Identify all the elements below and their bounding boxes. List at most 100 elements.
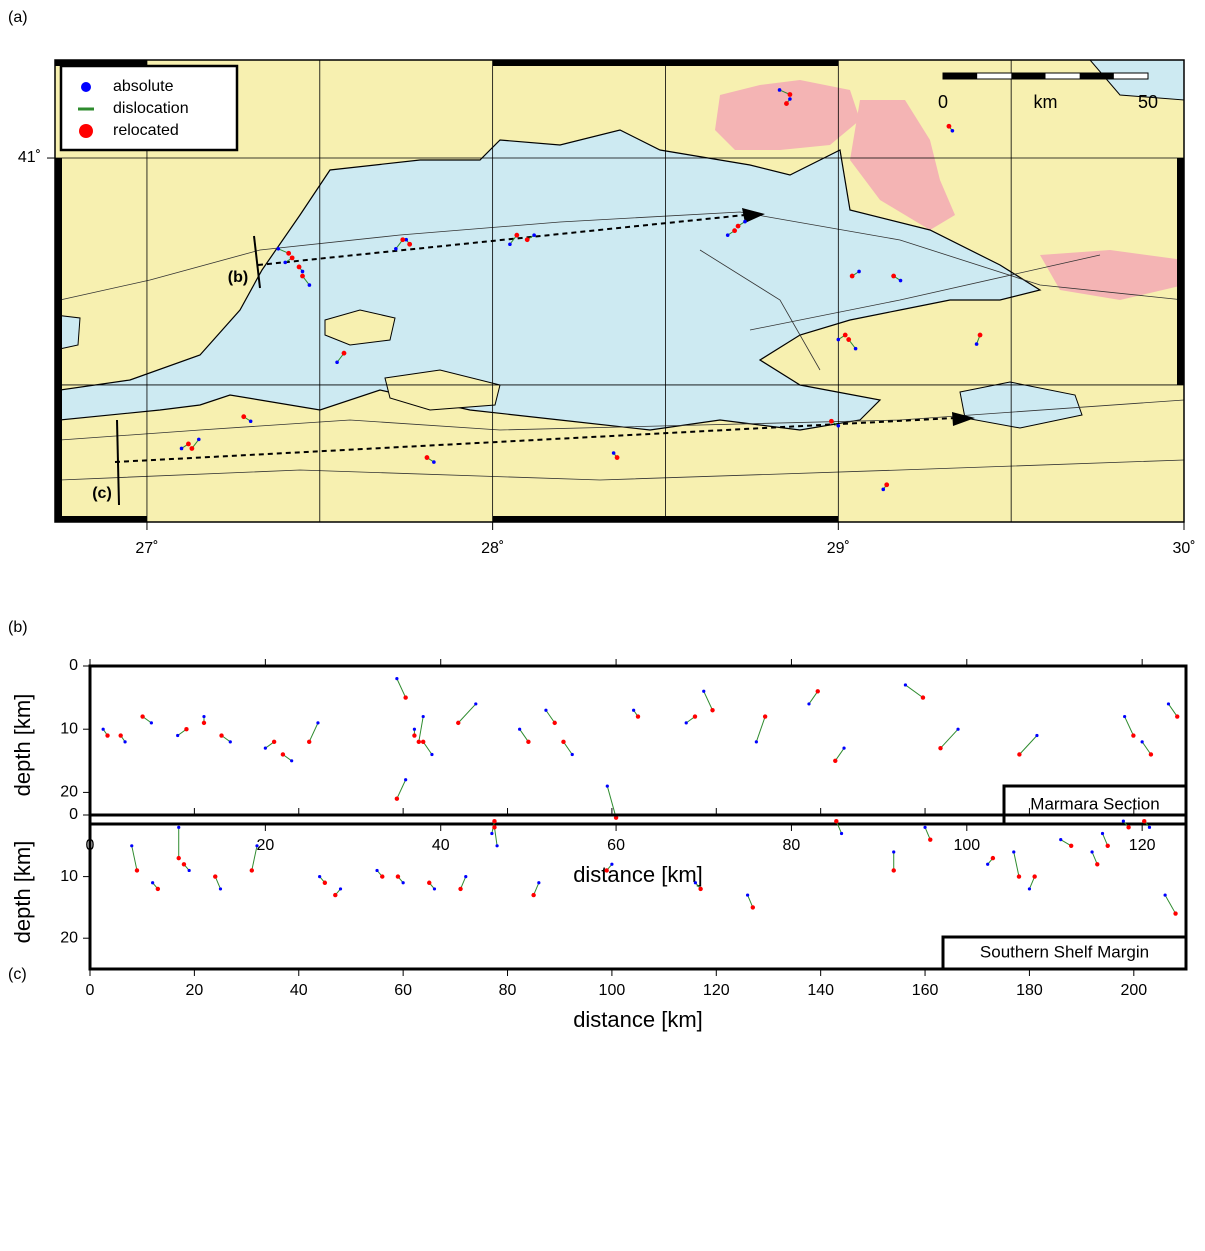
dislocation (905, 685, 923, 698)
x-tick-label: 60 (394, 982, 412, 999)
x-tick-label: 180 (1016, 982, 1043, 999)
dislocation (252, 846, 257, 871)
absolute-point (632, 709, 635, 712)
absolute-point (837, 338, 841, 342)
relocated-point (1095, 862, 1099, 866)
x-tick-label: 20 (185, 982, 203, 999)
absolute-point (610, 863, 613, 866)
x-tick-label: 28˚ (481, 540, 504, 557)
y-tick-label: 0 (69, 806, 78, 823)
relocated-point (219, 733, 223, 737)
x-tick-label: 140 (807, 982, 834, 999)
x-tick-label: 160 (912, 982, 939, 999)
relocated-point (816, 689, 820, 693)
y-tick-label: 10 (60, 868, 78, 885)
relocated-point (189, 446, 194, 451)
relocated-point (846, 337, 851, 342)
relocated-point (763, 714, 767, 718)
dislocation (397, 679, 406, 698)
absolute-point (1141, 740, 1144, 743)
dislocation (940, 729, 958, 748)
relocated-point (135, 868, 139, 872)
legend-label: absolute (113, 78, 174, 95)
absolute-point (612, 451, 616, 455)
relocated-point (514, 233, 519, 238)
x-tick-label: 100 (599, 982, 626, 999)
relocated-point (272, 740, 276, 744)
x-tick-label: 80 (783, 837, 801, 854)
absolute-point (422, 715, 425, 718)
dislocation (423, 742, 432, 755)
absolute-point (413, 728, 416, 731)
absolute-point (518, 728, 521, 731)
absolute-point (339, 887, 342, 890)
relocated-point (241, 414, 246, 419)
relocated-point (281, 752, 285, 756)
relocated-point (947, 124, 952, 129)
relocated-point (1126, 825, 1130, 829)
relocated-point (1017, 752, 1021, 756)
scale-label: 50 (1138, 92, 1158, 112)
section-label: Southern Shelf Margin (980, 942, 1149, 961)
dislocation (546, 710, 555, 723)
absolute-point (283, 261, 287, 265)
relocated-point (492, 825, 496, 829)
relocated-point (427, 881, 431, 885)
absolute-point (840, 832, 843, 835)
absolute-point (490, 832, 493, 835)
y-axis-label: depth [km] (10, 841, 35, 944)
relocated-point (407, 242, 412, 247)
legend-label: relocated (113, 122, 179, 139)
frame-band (1177, 158, 1184, 385)
legend-marker (81, 82, 91, 92)
absolute-point (1167, 702, 1170, 705)
x-tick-label: 20 (256, 837, 274, 854)
relocated-point (177, 856, 181, 860)
relocated-point (492, 819, 496, 823)
relocated-point (1106, 844, 1110, 848)
relocated-point (1175, 714, 1179, 718)
panel-label: (a) (8, 9, 28, 26)
absolute-point (1035, 734, 1038, 737)
y-tick-label: 41˚ (18, 149, 41, 166)
x-tick-label: 27˚ (135, 540, 158, 557)
dislocation (1165, 895, 1175, 913)
scale-label: km (1034, 92, 1058, 112)
relocated-point (693, 714, 697, 718)
x-tick-label: 120 (703, 982, 730, 999)
absolute-point (544, 709, 547, 712)
dislocation (563, 742, 572, 755)
relocated-point (380, 874, 384, 878)
absolute-point (495, 844, 498, 847)
dislocation (520, 729, 529, 742)
scale-bar-segment (943, 73, 977, 79)
relocated-point (978, 333, 983, 338)
absolute-point (746, 893, 749, 896)
x-tick-label: 120 (1129, 837, 1156, 854)
frame-band (55, 516, 147, 522)
x-tick-label: 29˚ (827, 540, 850, 557)
absolute-point (508, 242, 512, 246)
profile-label: (b) (228, 269, 248, 286)
relocated-point (553, 721, 557, 725)
absolute-point (277, 247, 281, 251)
absolute-point (1123, 715, 1126, 718)
relocated-point (921, 695, 925, 699)
x-tick-label: 40 (290, 982, 308, 999)
relocated-point (184, 727, 188, 731)
absolute-point (219, 887, 222, 890)
dislocation (1125, 717, 1134, 736)
relocated-point (417, 740, 421, 744)
absolute-point (904, 683, 907, 686)
dislocation (458, 704, 476, 723)
relocated-point (615, 455, 620, 460)
absolute-point (986, 863, 989, 866)
section-label: Marmara Section (1030, 794, 1159, 813)
relocated-point (300, 274, 305, 279)
relocated-point (1149, 752, 1153, 756)
absolute-point (180, 447, 184, 451)
relocated-point (105, 733, 109, 737)
absolute-point (743, 220, 747, 224)
dislocation (704, 691, 713, 710)
relocated-point (636, 714, 640, 718)
